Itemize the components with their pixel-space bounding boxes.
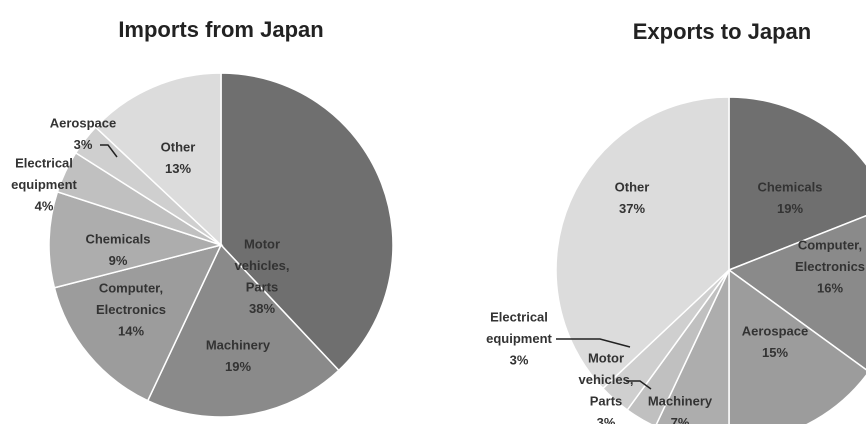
leader-line bbox=[556, 338, 631, 348]
slice-label: Machinery bbox=[206, 337, 271, 352]
chart-title: Imports from Japan bbox=[118, 17, 323, 42]
slice-label: Chemicals bbox=[85, 231, 150, 246]
slice-label: Parts bbox=[246, 279, 279, 294]
slice-label: Computer, bbox=[99, 280, 163, 295]
slice-label: Aerospace bbox=[742, 323, 808, 338]
slice-label: Aerospace bbox=[50, 115, 116, 130]
pie-slice bbox=[555, 96, 730, 390]
slice-value-label: 4% bbox=[35, 198, 54, 213]
slice-value-label: 3% bbox=[510, 352, 529, 367]
slice-value-label: 37% bbox=[619, 201, 645, 216]
slice-label: Chemicals bbox=[757, 179, 822, 194]
slice-label: Electronics bbox=[96, 302, 166, 317]
leader-line bbox=[626, 380, 652, 390]
slice-label: Other bbox=[615, 179, 650, 194]
slice-value-label: 16% bbox=[817, 280, 843, 295]
slice-value-label: 38% bbox=[249, 301, 275, 316]
pie-slice bbox=[728, 268, 866, 424]
slice-value-label: 13% bbox=[165, 161, 191, 176]
slice-label: vehicles, bbox=[235, 258, 290, 273]
slice-label: Other bbox=[161, 139, 196, 154]
pie-slice bbox=[146, 243, 340, 418]
slice-label: Motor bbox=[588, 350, 624, 365]
pie-slice bbox=[728, 96, 866, 272]
slice-value-label: 19% bbox=[777, 201, 803, 216]
slice-label: Electrical bbox=[15, 155, 73, 170]
slice-value-label: 7% bbox=[671, 415, 690, 424]
pie-slice bbox=[220, 72, 394, 372]
slice-label: Motor bbox=[244, 236, 280, 251]
pie-slice bbox=[655, 269, 730, 424]
chart-title: Exports to Japan bbox=[633, 19, 811, 44]
slice-value-label: 3% bbox=[74, 137, 93, 152]
slice-label: Parts bbox=[590, 393, 623, 408]
slice-value-label: 15% bbox=[762, 345, 788, 360]
slice-value-label: 14% bbox=[118, 323, 144, 338]
slice-label: Electronics bbox=[795, 259, 865, 274]
slice-label: equipment bbox=[486, 331, 552, 346]
slice-label: Computer, bbox=[798, 237, 862, 252]
slice-label: vehicles, bbox=[579, 372, 634, 387]
pie-slice bbox=[94, 72, 222, 247]
slice-value-label: 9% bbox=[109, 253, 128, 268]
slice-value-label: 3% bbox=[597, 415, 616, 424]
pie-slice bbox=[53, 243, 223, 402]
pie-slice bbox=[727, 214, 866, 371]
slice-label: Machinery bbox=[648, 393, 713, 408]
slice-label: Electrical bbox=[490, 309, 548, 324]
leader-line bbox=[100, 144, 118, 158]
pie-slice bbox=[48, 190, 224, 289]
slice-label: equipment bbox=[11, 177, 77, 192]
slice-value-label: 19% bbox=[225, 359, 251, 374]
